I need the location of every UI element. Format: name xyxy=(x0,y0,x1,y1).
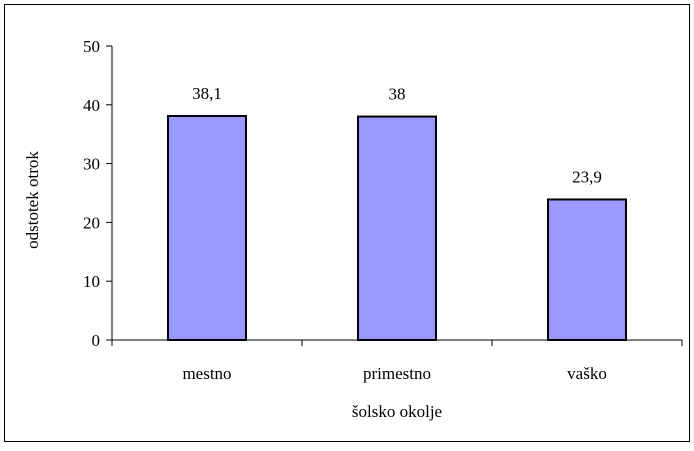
bar-3 xyxy=(547,198,627,341)
data-label: 23,9 xyxy=(572,167,602,186)
y-tick-label: 10 xyxy=(83,272,100,291)
data-labels: 38,1 38 23,9 xyxy=(192,84,602,186)
data-label: 38 xyxy=(389,85,406,104)
y-tick-label: 50 xyxy=(83,37,100,56)
y-axis-title: odstotek otrok xyxy=(23,151,42,249)
x-axis-title: šolsko okolje xyxy=(352,402,442,421)
data-label: 38,1 xyxy=(192,84,222,103)
y-tick-label: 30 xyxy=(83,155,100,174)
y-tick-label: 40 xyxy=(83,96,100,115)
bars xyxy=(167,114,627,341)
y-axis: 0 10 20 30 40 50 xyxy=(83,37,113,350)
category-label: mestno xyxy=(182,364,231,383)
category-label: vaško xyxy=(567,364,607,383)
y-tick-label: 0 xyxy=(92,331,101,350)
category-label: primestno xyxy=(363,364,431,383)
y-tick-label: 20 xyxy=(83,213,100,232)
bar-1 xyxy=(167,114,247,341)
bar-2 xyxy=(357,115,437,341)
